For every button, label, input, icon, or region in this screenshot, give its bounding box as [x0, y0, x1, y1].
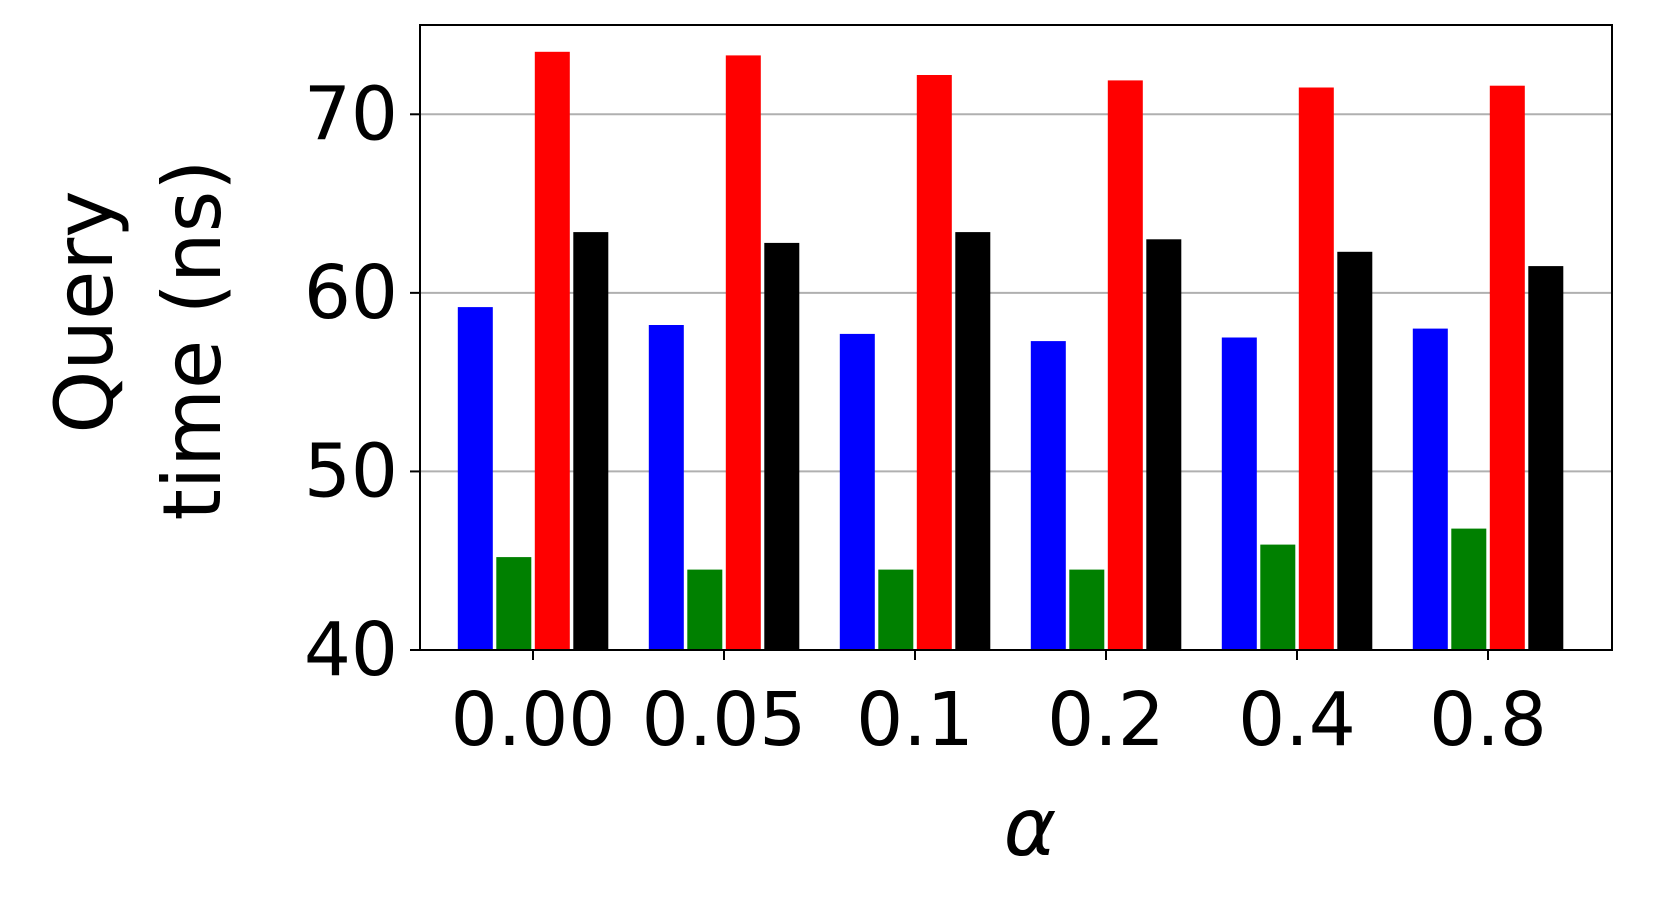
bar-s2-c3	[1107, 80, 1143, 650]
x-tick-label-0: 0.00	[451, 677, 616, 763]
bar-s3-c4	[1337, 251, 1373, 651]
bar-s1-c0	[496, 557, 532, 650]
plot-frame	[419, 24, 1613, 651]
bar-s1-c1	[687, 569, 723, 650]
bar-s3-c2	[955, 232, 991, 650]
bar-s3-c1	[764, 242, 800, 650]
ticks: 40 50 60 70 0.00 0.05 0.1 0.2 0.4 0.8	[304, 71, 1547, 763]
x-tick-label-5: 0.8	[1429, 677, 1547, 763]
x-tick-label-2: 0.1	[856, 677, 974, 763]
bar-s3-c5	[1528, 266, 1564, 650]
bar-s0-c5	[1412, 328, 1448, 650]
x-axis-title: α	[1004, 781, 1057, 874]
bar-s2-c4	[1298, 87, 1334, 650]
bar-s2-c1	[725, 55, 761, 650]
bar-s1-c2	[878, 569, 914, 650]
bar-s2-c0	[534, 51, 570, 651]
bar-s0-c1	[648, 325, 684, 650]
y-tick-label-3: 70	[304, 71, 398, 157]
bar-s0-c4	[1221, 337, 1257, 650]
y-tick-label-1: 50	[304, 428, 398, 514]
bar-s0-c0	[457, 307, 493, 650]
y-axis-title-line-1: Query	[38, 190, 131, 433]
bar-s2-c5	[1489, 85, 1525, 650]
bar-s0-c2	[839, 333, 875, 650]
bar-s2-c2	[916, 75, 952, 650]
y-tick-label-2: 60	[304, 250, 398, 336]
x-tick-label-1: 0.05	[642, 677, 807, 763]
y-axis-title-line-2: time (ns)	[146, 160, 239, 521]
bars	[457, 51, 1564, 651]
bar-s3-c0	[573, 232, 609, 650]
bar-s1-c5	[1451, 528, 1487, 650]
x-tick-label-4: 0.4	[1238, 677, 1356, 763]
y-axis-title: Query time (ns)	[38, 160, 239, 521]
x-tick-label-3: 0.2	[1047, 677, 1165, 763]
y-tick-label-0: 40	[304, 607, 398, 693]
bar-s1-c3	[1069, 569, 1105, 650]
bar-s1-c4	[1260, 544, 1296, 650]
bar-s3-c3	[1146, 239, 1182, 651]
bar-s0-c3	[1030, 341, 1066, 650]
